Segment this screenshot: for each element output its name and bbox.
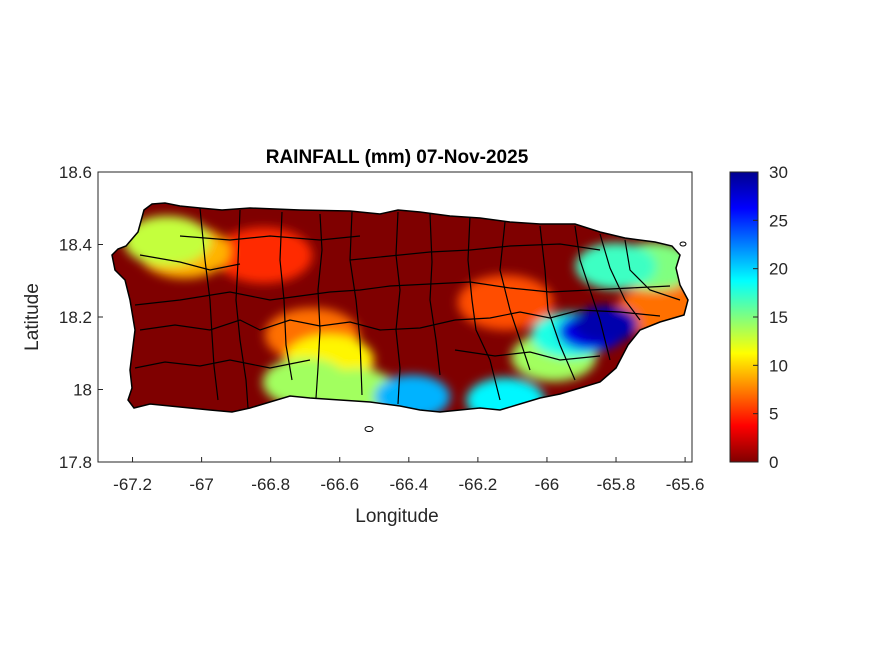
x-tick-label: -66.2 bbox=[459, 475, 498, 494]
colorbar-tick-label: 10 bbox=[769, 356, 788, 375]
colorbar-tick-label: 0 bbox=[769, 453, 778, 472]
plot-area bbox=[97, 171, 693, 463]
y-axis: 17.8 18 18.2 18.4 18.6 bbox=[59, 163, 103, 472]
colorbar-tick-label: 30 bbox=[769, 163, 788, 182]
rain-cell bbox=[215, 227, 313, 284]
y-tick-label: 18.4 bbox=[59, 236, 92, 255]
chart-title: RAINFALL (mm) 07-Nov-2025 bbox=[266, 147, 529, 168]
rain-cell bbox=[123, 215, 211, 266]
x-tick-label: -67.2 bbox=[113, 475, 152, 494]
municipality-boundaries bbox=[134, 207, 681, 409]
colorbar-ticks: 0 5 10 15 20 25 30 bbox=[753, 163, 788, 472]
rain-cell bbox=[457, 274, 554, 331]
y-tick-label: 18.2 bbox=[59, 308, 92, 327]
islet bbox=[679, 241, 687, 247]
x-tick-label: -65.6 bbox=[666, 475, 705, 494]
x-axis: -67.2 -67 -66.8 -66.6 -66.4 -66.2 -66 -65.8 -65.… bbox=[113, 457, 704, 494]
rain-cell bbox=[617, 282, 688, 338]
x-tick-label: -67 bbox=[189, 475, 214, 494]
x-tick-label: -66.6 bbox=[320, 475, 359, 494]
islet bbox=[364, 426, 374, 432]
x-tick-label: -66.4 bbox=[389, 475, 428, 494]
y-tick-label: 18 bbox=[73, 381, 92, 400]
x-tick-label: -65.8 bbox=[597, 475, 636, 494]
colorbar-tick-label: 25 bbox=[769, 211, 788, 230]
rain-cell bbox=[573, 305, 639, 343]
y-axis-label: Latitude bbox=[22, 283, 43, 351]
colorbar-tick-label: 5 bbox=[769, 405, 778, 424]
colorbar: 0 5 10 15 20 25 30 bbox=[729, 163, 788, 472]
x-tick-label: -66.8 bbox=[251, 475, 290, 494]
rain-cell bbox=[575, 242, 657, 290]
y-tick-label: 17.8 bbox=[59, 453, 92, 472]
y-tick-label: 18.6 bbox=[59, 163, 92, 182]
colorbar-tick-label: 20 bbox=[769, 260, 788, 279]
x-axis-label: Longitude bbox=[355, 506, 438, 527]
colorbar-tick-label: 15 bbox=[769, 308, 788, 327]
x-tick-label: -66 bbox=[535, 475, 560, 494]
